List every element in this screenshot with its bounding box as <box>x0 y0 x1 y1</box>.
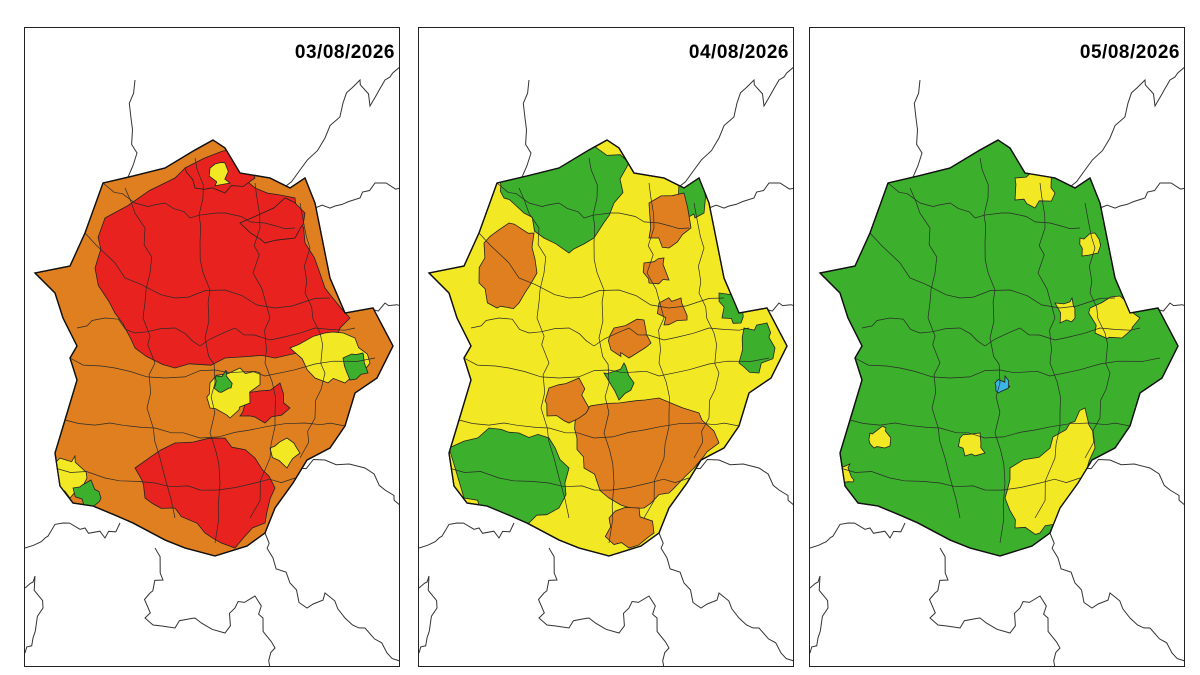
risk-zone-green <box>72 479 102 511</box>
map-panel-1: 03/08/2026 <box>24 27 400 667</box>
region-border <box>516 79 532 194</box>
risk-zone-blue <box>994 374 1011 394</box>
risk-zone-red <box>134 437 276 549</box>
region-border <box>928 547 1061 666</box>
risk-zone-orange <box>478 222 538 310</box>
municipality-boundary <box>84 232 331 309</box>
municipality-boundary <box>64 419 346 439</box>
municipality-boundary <box>1034 182 1061 519</box>
date-label-3: 05/08/2026 <box>1079 42 1180 63</box>
municipality-boundary <box>124 187 176 519</box>
region-outline <box>427 139 788 557</box>
municipality-boundary <box>693 202 720 459</box>
region-map-3 <box>810 67 1184 666</box>
region-border <box>658 532 793 662</box>
region-border <box>708 182 793 209</box>
region-border <box>419 575 438 654</box>
region-border <box>25 522 121 549</box>
region-border <box>143 547 276 666</box>
region-border <box>264 532 399 662</box>
municipality-boundary <box>887 182 1081 229</box>
region-border <box>294 458 399 505</box>
region-border <box>537 547 670 666</box>
municipality-boundary <box>1084 202 1111 459</box>
risk-zone-orange <box>604 506 655 549</box>
municipality-boundary <box>69 357 376 379</box>
region-outline <box>33 139 394 557</box>
risk-zone-green <box>213 369 233 393</box>
municipality-boundary <box>854 357 1161 379</box>
municipality-boundary <box>299 202 326 459</box>
region-map-2 <box>419 67 793 666</box>
region-border <box>688 458 793 505</box>
region-border <box>907 79 923 194</box>
region-border <box>122 79 138 194</box>
region-border <box>810 575 829 654</box>
municipality-boundary <box>470 317 750 347</box>
date-label-2: 04/08/2026 <box>688 42 789 63</box>
risk-zone-orange <box>656 297 688 326</box>
region-outline <box>818 139 1179 557</box>
region-border <box>419 522 515 549</box>
risk-zone-red <box>239 382 291 424</box>
region-border <box>314 182 399 209</box>
region-border <box>1079 458 1184 505</box>
region-border <box>1049 532 1184 662</box>
risk-zone-yellow <box>1079 232 1102 257</box>
municipality-boundary <box>518 187 570 519</box>
risk-zone-yellow <box>269 437 301 469</box>
municipality-boundary <box>478 232 725 309</box>
map-panel-3: 05/08/2026 <box>809 27 1185 667</box>
risk-zone-green <box>738 322 776 374</box>
region-border <box>1099 182 1184 209</box>
region-border <box>810 522 906 549</box>
region-area <box>818 139 1179 557</box>
risk-zone-red <box>239 197 306 244</box>
municipality-boundary <box>76 317 356 347</box>
map-panel-2: 04/08/2026 <box>418 27 794 667</box>
risk-zone-green <box>342 352 369 381</box>
municipality-boundary <box>861 317 1141 347</box>
risk-zone-orange <box>544 377 590 424</box>
municipality-boundary <box>869 232 1116 309</box>
municipality-boundary <box>102 182 296 229</box>
date-label-1: 03/08/2026 <box>294 42 395 63</box>
risk-zone-orange <box>574 397 720 510</box>
municipality-boundary <box>496 182 690 229</box>
region-map-1 <box>25 67 399 666</box>
risk-zone-green <box>448 427 570 524</box>
risk-zone-yellow <box>208 161 231 187</box>
municipality-boundary <box>463 357 770 379</box>
municipality-boundary <box>458 419 740 439</box>
municipality-boundary <box>909 187 961 519</box>
risk-zone-yellow <box>1054 296 1076 324</box>
region-border <box>25 575 44 654</box>
region-border <box>658 67 793 207</box>
municipality-boundary <box>849 419 1131 439</box>
municipality-boundary <box>54 467 296 491</box>
municipality-boundary <box>249 182 276 519</box>
municipality-boundary <box>448 467 690 491</box>
risk-zone-yellow <box>868 425 892 449</box>
municipality-boundary <box>839 467 1081 491</box>
region-border <box>1049 67 1184 207</box>
municipality-boundary <box>643 182 670 519</box>
risk-zone-orange <box>648 192 692 249</box>
risk-zone-orange <box>607 318 652 359</box>
region-border <box>264 67 399 207</box>
